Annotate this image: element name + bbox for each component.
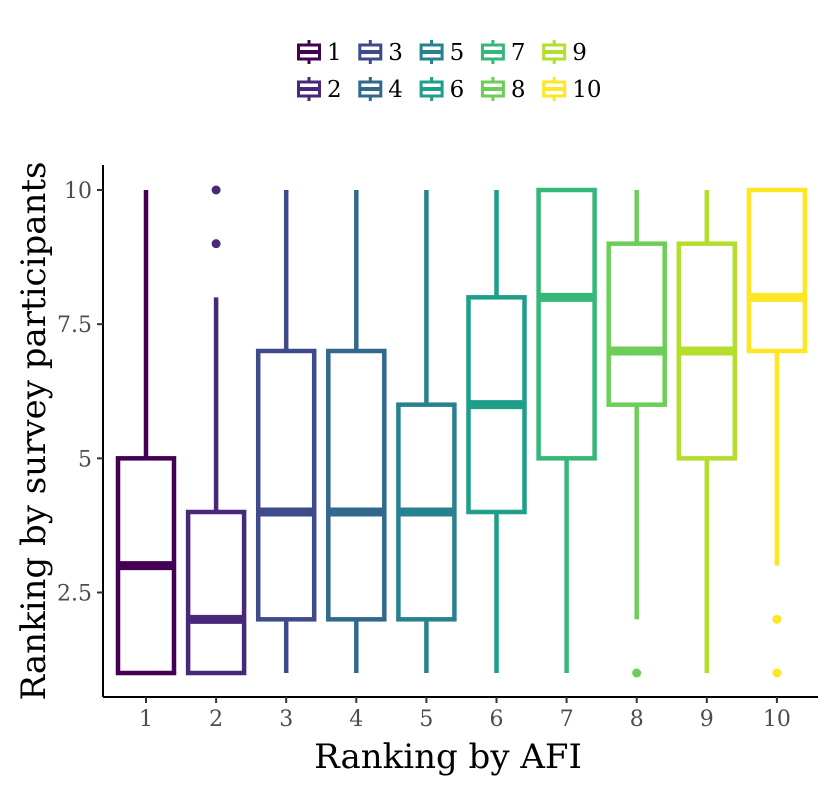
box-rect <box>536 187 597 461</box>
box-rect <box>185 509 247 676</box>
box-rect <box>606 241 667 407</box>
legend-item-3: 3 <box>358 40 403 66</box>
box-rect <box>326 348 387 622</box>
legend-label: 1 <box>327 40 342 66</box>
legend-label: 8 <box>511 77 526 103</box>
box-10 <box>746 187 808 678</box>
box-2 <box>185 185 247 676</box>
x-tick-label: 7 <box>560 707 574 732</box>
x-tick-label: 9 <box>700 707 714 732</box>
legend-item-5: 5 <box>419 40 465 66</box>
outlier-point <box>772 668 782 678</box>
plot-area: 2.5 5 7.5 10 1 2 3 4 5 6 7 8 9 10 <box>57 165 818 732</box>
y-tick-label: 2.5 <box>57 582 92 607</box>
legend-key-icon <box>358 77 383 101</box>
x-tick-label: 1 <box>139 707 153 732</box>
legend-key-icon <box>542 77 567 101</box>
x-tick-label: 5 <box>419 707 433 732</box>
box-rect <box>746 187 808 354</box>
box-5 <box>396 190 457 673</box>
boxes <box>115 185 808 678</box>
legend-item-2: 2 <box>297 77 342 103</box>
box-7 <box>536 187 597 673</box>
legend-key-icon <box>297 77 321 101</box>
x-tick-label: 10 <box>763 707 791 732</box>
legend-label: 3 <box>388 40 403 66</box>
outlier-point <box>211 185 221 195</box>
legend-label: 2 <box>327 77 342 103</box>
legend-label: 4 <box>388 77 403 103</box>
y-tick-label: 5 <box>78 447 92 472</box>
x-tick-label: 6 <box>490 707 504 732</box>
x-tick-label: 8 <box>630 707 644 732</box>
legend-key-icon <box>419 40 444 64</box>
legend-key-icon <box>419 77 444 101</box>
legend-key-icon <box>480 40 505 64</box>
box-1 <box>115 190 177 676</box>
x-tick-label: 4 <box>349 707 363 732</box>
legend-item-7: 7 <box>480 40 526 66</box>
legend-label: 10 <box>572 77 601 103</box>
y-tick-label: 7.5 <box>57 313 92 338</box>
outlier-point <box>632 668 642 678</box>
legend-item-4: 4 <box>358 77 403 103</box>
legend-key-icon <box>480 77 505 101</box>
legend-item-9: 9 <box>542 40 587 66</box>
box-3 <box>255 190 317 673</box>
legend-label: 7 <box>511 40 526 66</box>
outlier-point <box>772 614 782 624</box>
y-tick-label: 10 <box>64 179 92 204</box>
legend-item-8: 8 <box>480 77 526 103</box>
legend-key-icon <box>297 40 321 64</box>
x-axis-title: Ranking by AFI <box>314 737 582 777</box>
box-6 <box>466 190 527 673</box>
legend-label: 9 <box>572 40 587 66</box>
box-rect <box>255 348 317 622</box>
box-8 <box>606 190 667 678</box>
legend-label: 5 <box>450 40 465 66</box>
legend: 1 2 3 4 5 6 7 8 9 10 <box>297 40 601 103</box>
box-9 <box>676 190 738 673</box>
legend-key-icon <box>358 40 383 64</box>
x-tick-label: 2 <box>209 707 223 732</box>
legend-key-icon <box>542 40 567 64</box>
x-ticks: 1 2 3 4 5 6 7 8 9 10 <box>139 697 791 732</box>
box-4 <box>326 190 387 673</box>
y-ticks: 2.5 5 7.5 10 <box>57 179 103 607</box>
legend-item-1: 1 <box>297 40 342 66</box>
legend-item-6: 6 <box>419 77 465 103</box>
outlier-point <box>211 239 221 249</box>
x-tick-label: 3 <box>279 707 293 732</box>
legend-item-10: 10 <box>542 77 601 103</box>
y-axis-title: Ranking by survey participants <box>14 161 54 700</box>
legend-label: 6 <box>450 77 465 103</box>
